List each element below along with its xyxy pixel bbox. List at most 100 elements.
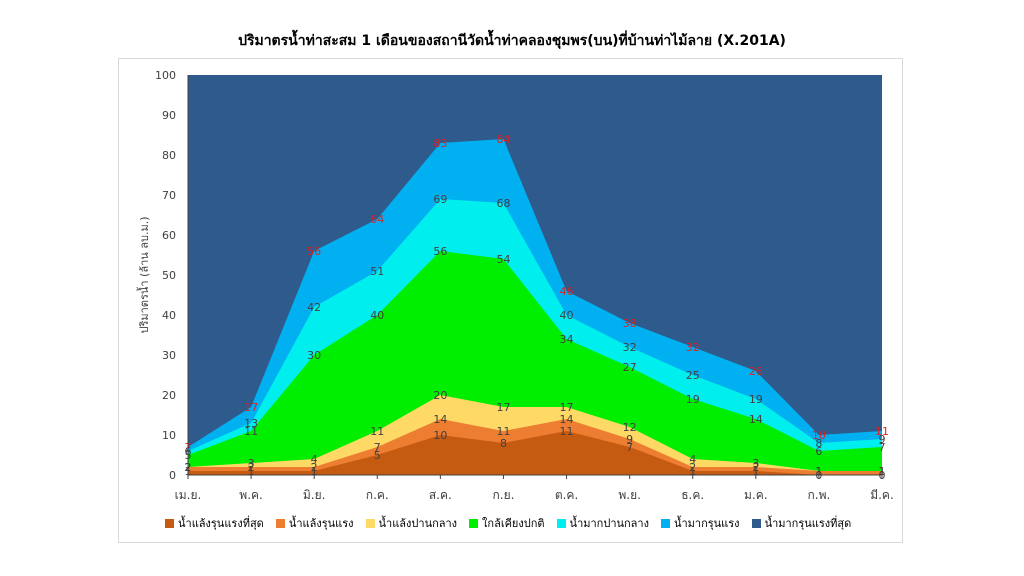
data-label: 8 <box>815 437 822 450</box>
data-label: 11 <box>370 425 384 438</box>
legend-label: น้ำแล้งรุนแรง <box>288 517 354 530</box>
data-label: 2 <box>752 461 759 474</box>
data-label: 5 <box>374 449 381 462</box>
data-label: 17 <box>244 401 258 414</box>
y-tick-label: 30 <box>162 349 176 362</box>
data-label: 26 <box>749 365 763 378</box>
data-label: 2 <box>689 461 696 474</box>
legend-swatch <box>275 518 285 528</box>
y-tick-label: 0 <box>169 469 176 482</box>
x-tick-label: พ.ค. <box>239 488 263 502</box>
legend-label: น้ำมากรุนแรงที่สุด <box>764 517 852 530</box>
data-label: 11 <box>875 425 889 438</box>
data-label: 27 <box>623 361 637 374</box>
data-label: 19 <box>749 393 763 406</box>
data-label: 11 <box>560 425 574 438</box>
y-tick-label: 40 <box>162 309 176 322</box>
y-tick-label: 100 <box>155 69 176 82</box>
data-label: 32 <box>686 341 700 354</box>
y-tick-label: 20 <box>162 389 176 402</box>
legend-swatch <box>660 518 670 528</box>
y-tick-label: 50 <box>162 269 176 282</box>
data-label: 42 <box>307 301 321 314</box>
data-label: 1 <box>248 465 255 478</box>
x-tick-label: ส.ค. <box>429 488 452 502</box>
data-label: 1 <box>752 465 759 478</box>
data-label: 19 <box>686 393 700 406</box>
x-tick-label: ก.ย. <box>492 488 514 502</box>
data-label: 3 <box>248 457 255 470</box>
data-label: 14 <box>749 413 763 426</box>
data-label: 34 <box>560 333 574 346</box>
legend-label: ใกล้เคียงปกติ <box>482 517 545 530</box>
data-label: 51 <box>370 265 384 278</box>
legend-swatch <box>556 518 566 528</box>
data-label: 54 <box>496 253 510 266</box>
data-label: 1 <box>879 465 886 478</box>
x-tick-label: ธ.ค. <box>681 488 704 502</box>
data-label: 17 <box>560 401 574 414</box>
data-label: 3 <box>752 457 759 470</box>
legend-label: น้ำมากรุนแรง <box>673 517 740 530</box>
area-series-group <box>188 75 882 475</box>
legend: น้ำแล้งรุนแรงที่สุด น้ำแล้งรุนแรง น้ำแล้งป… <box>165 514 851 532</box>
data-label: 7 <box>879 441 886 454</box>
data-label: 7 <box>374 441 381 454</box>
y-tick-label: 60 <box>162 229 176 242</box>
data-label: 56 <box>307 245 321 258</box>
data-label: 9 <box>879 433 886 446</box>
y-tick-label: 80 <box>162 149 176 162</box>
legend-swatch <box>751 518 761 528</box>
data-label: 4 <box>689 453 696 466</box>
area-series-4 <box>188 251 882 475</box>
legend-swatch <box>165 518 174 528</box>
data-label: 10 <box>433 429 447 442</box>
data-label: 7 <box>626 441 633 454</box>
x-tick-label: ก.ค. <box>366 488 389 502</box>
data-label: 17 <box>496 401 510 414</box>
x-tick-label: มิ.ย. <box>303 488 326 502</box>
data-label: 12 <box>623 421 637 434</box>
x-tick-label: มี.ค. <box>870 488 894 502</box>
data-label: 1 <box>879 465 886 478</box>
legend-item-6: น้ำมากรุนแรง <box>660 514 740 532</box>
data-label: 1 <box>311 465 318 478</box>
legend-item-4: ใกล้เคียงปกติ <box>469 514 545 532</box>
x-tick-label: เม.ย. <box>175 488 202 502</box>
data-label: 40 <box>560 309 574 322</box>
data-label: 4 <box>311 453 318 466</box>
legend-swatch <box>365 518 375 528</box>
data-label: 10 <box>812 429 826 442</box>
y-axis-title: ปริมาตรน้ำ (ล้าน ลบ.ม.) <box>136 216 151 333</box>
y-tick-label: 90 <box>162 109 176 122</box>
legend-label: น้ำมากปานกลาง <box>569 517 649 530</box>
x-tick-label: ม.ค. <box>744 488 768 502</box>
data-label: 68 <box>496 197 510 210</box>
data-label: 56 <box>433 245 447 258</box>
data-label: 6 <box>815 445 822 458</box>
legend-item-1: น้ำแล้งรุนแรงที่สุด <box>165 514 264 532</box>
data-label: 64 <box>370 213 384 226</box>
x-tick-label: ต.ค. <box>555 488 578 502</box>
data-label: 30 <box>307 349 321 362</box>
data-label: 14 <box>433 413 447 426</box>
data-label: 11 <box>496 425 510 438</box>
data-label: 1 <box>815 465 822 478</box>
y-tick-label: 10 <box>162 429 176 442</box>
data-label: 32 <box>623 341 637 354</box>
data-label: 11 <box>244 425 258 438</box>
legend-item-3: น้ำแล้งปานกลาง <box>365 514 458 532</box>
data-label: 13 <box>244 417 258 430</box>
data-label: 14 <box>560 413 574 426</box>
legend-label: น้ำแล้งปานกลาง <box>378 517 458 530</box>
data-label: 46 <box>560 285 574 298</box>
legend-item-5: น้ำมากปานกลาง <box>556 514 649 532</box>
data-label: 2 <box>311 461 318 474</box>
x-tick-label: ก.พ. <box>808 488 831 502</box>
chart-title: ปริมาตรน้ำท่าสะสม 1 เดือนของสถานีวัดน้ำท… <box>238 33 786 49</box>
area-series-1 <box>188 431 882 475</box>
data-label: 2 <box>248 461 255 474</box>
legend-swatch <box>469 518 479 528</box>
legend-label: น้ำแล้งรุนแรงที่สุด <box>178 517 264 530</box>
